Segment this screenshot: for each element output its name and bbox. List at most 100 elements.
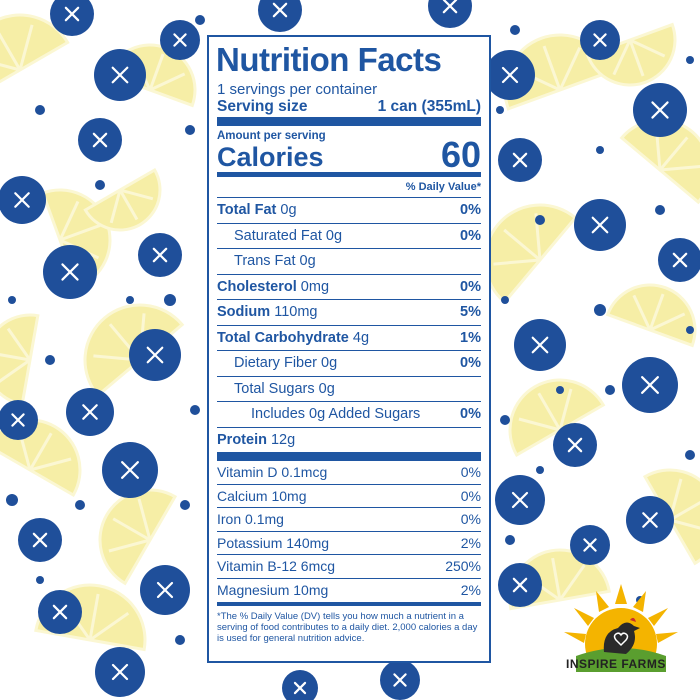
lemon-slice <box>585 22 677 87</box>
lemon-slice <box>619 118 700 205</box>
nutrient-dv: 0% <box>460 202 481 219</box>
nutrient-row-cholesterol: Cholesterol 0mg 0% <box>217 273 481 300</box>
lemon-slice <box>83 167 162 232</box>
blueberry-dot <box>686 326 694 334</box>
blueberry-dot <box>655 205 665 215</box>
blueberry-dot <box>535 215 545 225</box>
vitamin-row: Calcium 10mg 0% <box>217 483 481 508</box>
nutrient-name: Cholesterol <box>217 278 297 295</box>
blueberry-dot <box>594 304 606 316</box>
vitamin-row: Magnesium 10mg 2% <box>217 577 481 602</box>
nutrient-amount: 0g <box>321 355 338 372</box>
nutrient-dv: 1% <box>460 329 481 346</box>
servings-per-container: 1 servings per container <box>217 81 378 98</box>
nutrient-amount: 0g <box>325 227 343 244</box>
calories-label: Calories <box>217 142 324 172</box>
blueberry-dot <box>6 494 18 506</box>
vitamin-name: Vitamin B-12 6mcg <box>217 558 336 575</box>
vitamin-dv: 250% <box>445 558 481 575</box>
nutrient-row-added-sugars: Includes 0g Added Sugars 0% <box>217 401 481 427</box>
nutrient-dv: 0% <box>460 406 481 423</box>
nutrient-dv: 5% <box>460 304 481 321</box>
serving-size-value: 1 can (355mL) <box>377 98 481 115</box>
blueberry-dot <box>596 146 604 154</box>
blueberry <box>428 0 472 28</box>
nutrient-name: Total Sugars <box>234 380 315 397</box>
nutrition-facts-label: Nutrition Facts 1 servings per container… <box>207 35 491 663</box>
vitamin-name: Calcium 10mg <box>217 487 307 504</box>
nutrient-amount: 0g <box>318 380 335 397</box>
blueberry <box>0 400 38 440</box>
blueberry <box>94 49 146 101</box>
nutrient-name: Includes 0g Added Sugars <box>251 406 421 423</box>
blueberry <box>380 660 420 700</box>
nutrient-row-protein: Protein 12g <box>217 426 481 453</box>
vitamin-row: Iron 0.1mg 0% <box>217 507 481 531</box>
nutrient-name: Protein <box>217 431 267 448</box>
vitamin-name: Vitamin D 0.1mcg <box>217 464 328 481</box>
blueberry <box>129 329 181 381</box>
blueberry-dot <box>195 15 205 25</box>
nutrient-amount: 12g <box>270 431 296 448</box>
blueberry <box>138 233 182 277</box>
blueberry <box>580 20 620 60</box>
nutrient-row-sodium: Sodium 110mg 5% <box>217 299 481 325</box>
vitamin-dv: 2% <box>460 534 481 551</box>
calories-row: Calories 60 <box>217 137 481 173</box>
divider-medium <box>217 172 481 177</box>
blueberry-dot <box>501 296 509 304</box>
blueberry <box>258 0 302 32</box>
nutrient-dv: 0% <box>460 278 481 295</box>
nutrient-name: Dietary Fiber <box>234 355 317 372</box>
blueberry <box>160 20 200 60</box>
nutrient-name: Total Fat <box>217 202 277 219</box>
blueberry <box>18 518 62 562</box>
blueberry-dot <box>496 106 504 114</box>
blueberry-dot <box>164 294 176 306</box>
serving-size-label: Serving size <box>217 98 308 115</box>
blueberry <box>498 563 542 607</box>
nutrient-amount: 4g <box>352 329 370 346</box>
blueberry <box>658 238 700 282</box>
nutrient-name: Sodium <box>217 304 271 321</box>
lemon-slice <box>605 283 697 348</box>
blueberry <box>570 525 610 565</box>
vitamin-dv: 0% <box>460 487 481 504</box>
blueberry-dot <box>75 500 85 510</box>
blueberry-dot <box>36 576 44 584</box>
blueberry-dot <box>685 450 695 460</box>
vitamin-row: Vitamin B-12 6mcg 250% <box>217 554 481 578</box>
blueberry <box>95 647 145 697</box>
blueberry-dot <box>35 105 45 115</box>
nutrient-amount: 0mg <box>300 278 330 295</box>
blueberry <box>495 475 545 525</box>
nutrient-row-trans-fat: Trans Fat 0g <box>217 248 481 274</box>
blueberry-dot <box>556 386 564 394</box>
blueberry-dot <box>175 635 185 645</box>
blueberry <box>553 423 597 467</box>
blueberry-dot <box>500 415 510 425</box>
vitamin-row: Vitamin D 0.1mcg 0% <box>217 461 481 484</box>
blueberry <box>622 357 678 413</box>
lemon-slice <box>0 313 40 407</box>
nutrient-name: Total Carbohydrate <box>217 329 349 346</box>
lemon-slice <box>508 378 606 458</box>
divider-thick <box>217 452 481 461</box>
blueberry-dot <box>185 125 195 135</box>
nutrient-row-total-fat: Total Fat 0g 0% <box>217 197 481 223</box>
blueberry-dot <box>180 500 190 510</box>
blueberry-dot <box>686 56 694 64</box>
lemon-slice <box>0 418 82 498</box>
blueberry <box>50 0 94 36</box>
blueberry <box>0 176 46 224</box>
blueberry <box>78 118 122 162</box>
blueberry-dot <box>190 405 200 415</box>
brand-name: INSPIRE FARMS <box>566 657 666 671</box>
nutrient-row-dietary-fiber: Dietary Fiber 0g 0% <box>217 350 481 376</box>
blueberry <box>102 442 158 498</box>
amount-per-serving: Amount per serving <box>217 130 326 142</box>
nutrient-amount: 110mg <box>274 304 318 321</box>
blueberry-dot <box>95 180 105 190</box>
blueberry <box>514 319 566 371</box>
